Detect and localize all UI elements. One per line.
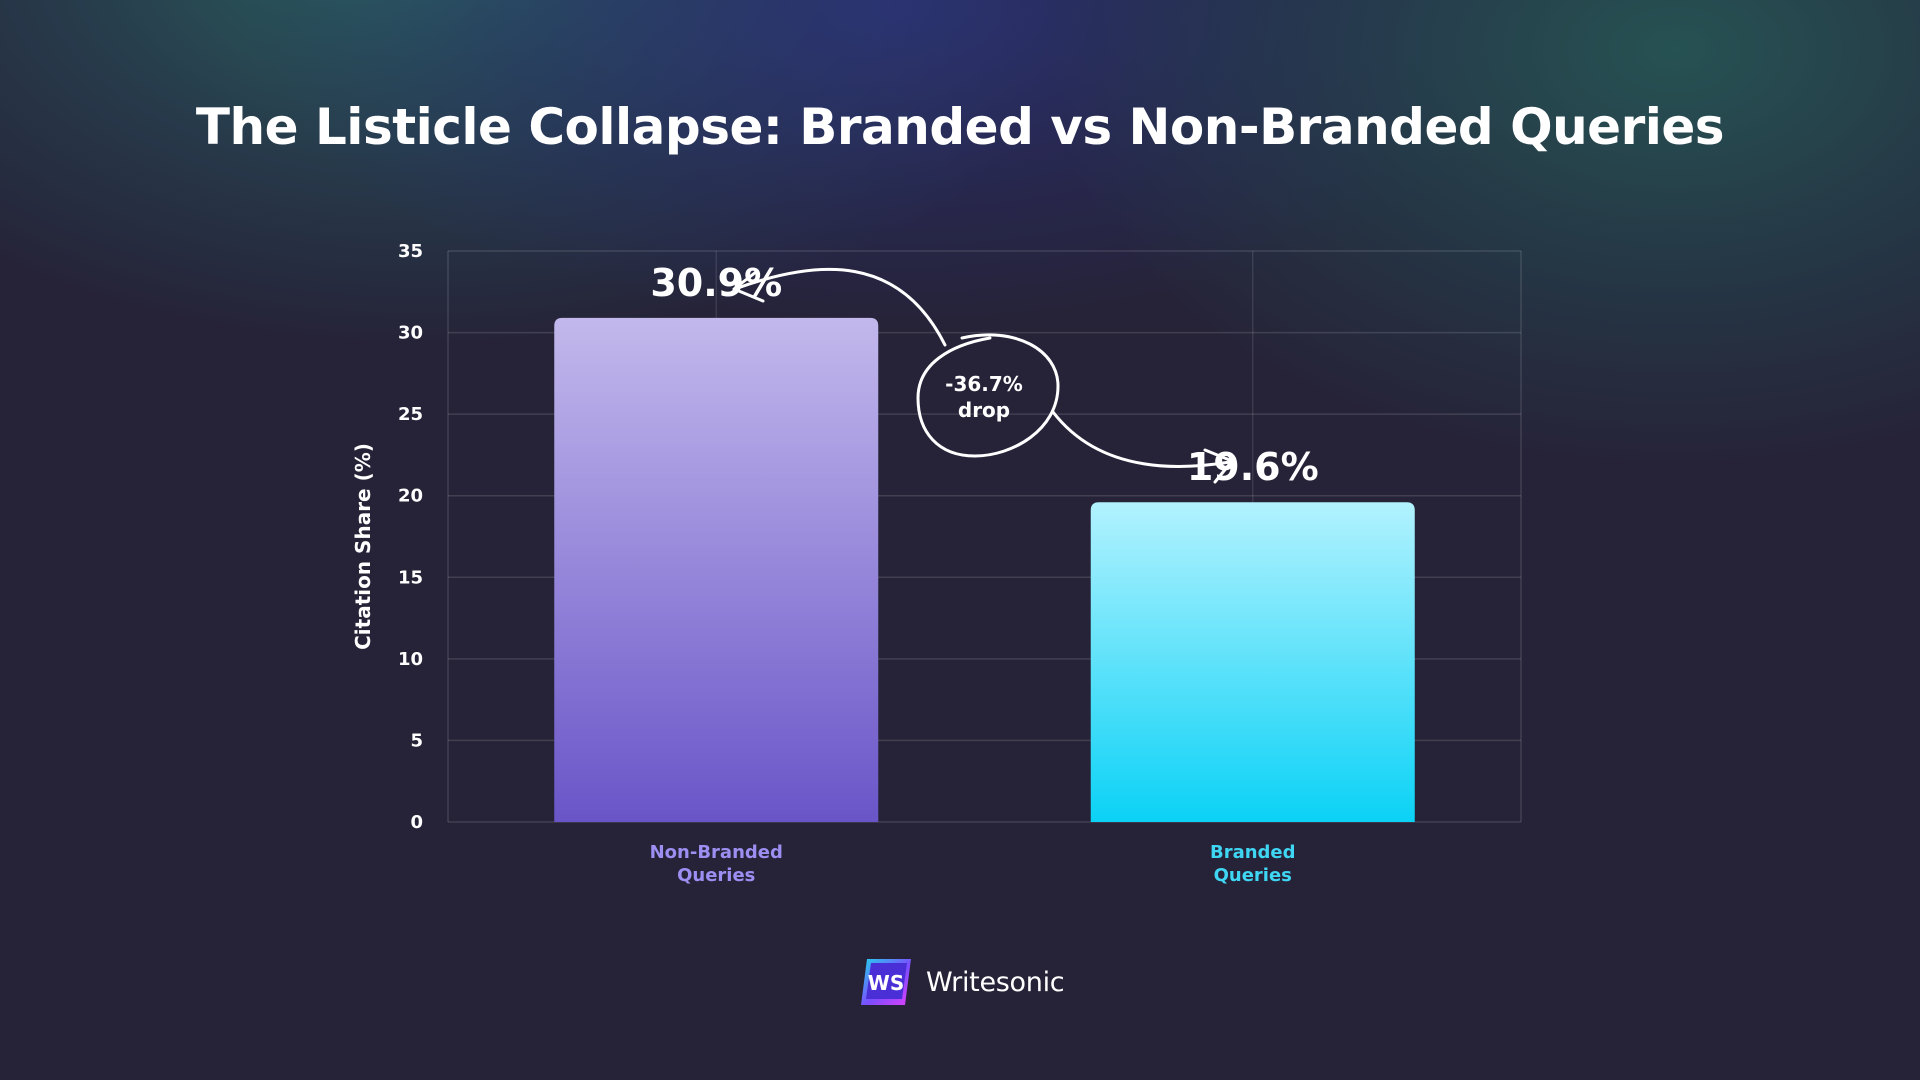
arrow-to-non-branded [733, 267, 947, 347]
chart-labels: 0 5 10 15 20 25 30 35 Citation Share (%) 30.9% Non… [351, 241, 1319, 886]
y-tick-label: 15 [398, 567, 423, 588]
data-label: 30.9% [650, 261, 782, 305]
writesonic-logo-icon: WS [858, 954, 914, 1010]
y-tick-label: 25 [398, 404, 423, 425]
y-tick-label: 30 [398, 323, 423, 344]
x-tick-label: Branded [1210, 842, 1296, 863]
x-tick-label: Non-Branded [650, 842, 783, 863]
y-tick-label: 35 [398, 241, 423, 262]
logo-text: WS [868, 971, 904, 995]
arrow-to-branded [1051, 410, 1232, 468]
brand-name: Writesonic [926, 966, 1065, 998]
bar-non-branded [554, 317, 879, 822]
drop-word: drop [958, 398, 1010, 422]
chart-title: The Listicle Collapse: Branded vs Non-Br… [195, 98, 1725, 156]
y-tick-label: 10 [398, 649, 423, 670]
brand-logo-lockup: WS Writesonic [858, 954, 1065, 1010]
drop-percent: -36.7% [945, 372, 1023, 396]
x-tick-label: Queries [1214, 865, 1292, 886]
y-axis-title: Citation Share (%) [351, 443, 375, 650]
y-tick-label: 20 [398, 486, 423, 507]
y-tick-label: 5 [410, 730, 423, 751]
arrow-head-right-icon [1203, 448, 1234, 484]
bar-branded [1090, 502, 1415, 822]
drop-annotation: -36.7% drop [732, 267, 1234, 484]
arrow-head-left-icon [732, 270, 765, 303]
drop-circle [916, 333, 1060, 458]
x-tick-label: Queries [677, 865, 755, 886]
bars [554, 317, 1415, 822]
y-tick-label: 0 [410, 812, 423, 833]
